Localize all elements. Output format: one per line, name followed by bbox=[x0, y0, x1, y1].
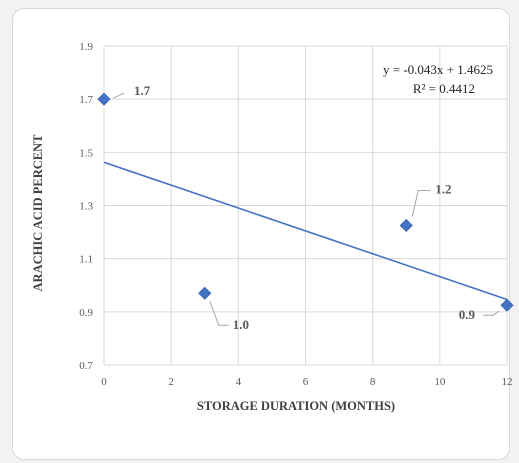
y-axis-ticks: 0.7 0.9 1.1 1.3 1.5 1.7 1.9 bbox=[79, 41, 93, 372]
data-point bbox=[97, 92, 111, 106]
y-tick-label: 1.9 bbox=[79, 41, 93, 53]
y-axis-title: ARACHIC ACID PERCENT bbox=[31, 134, 45, 292]
y-tick-label: 1.7 bbox=[79, 94, 93, 106]
x-tick-label: 4 bbox=[236, 376, 242, 388]
data-labels: 1.7 1.0 1.2 0.9 bbox=[112, 83, 500, 332]
leader-line bbox=[483, 310, 500, 316]
data-points bbox=[97, 92, 514, 312]
x-axis-title: STORAGE DURATION (MONTHS) bbox=[197, 399, 395, 413]
x-tick-label: 2 bbox=[168, 376, 174, 388]
x-tick-label: 12 bbox=[502, 376, 513, 388]
data-point bbox=[500, 298, 514, 312]
trendline-equation: y = -0.043x + 1.4625 bbox=[383, 62, 493, 77]
trendline bbox=[103, 161, 508, 301]
trendline-r-squared: R² = 0.4412 bbox=[413, 81, 475, 96]
x-tick-label: 8 bbox=[370, 376, 376, 388]
leader-line bbox=[411, 189, 431, 217]
data-label: 1.2 bbox=[435, 181, 451, 196]
x-axis-ticks: 0 2 4 6 8 10 12 bbox=[101, 376, 512, 388]
y-tick-label: 0.7 bbox=[79, 360, 93, 372]
x-tick-label: 0 bbox=[101, 376, 107, 388]
y-tick-label: 1.1 bbox=[79, 254, 93, 266]
data-point bbox=[399, 218, 413, 233]
data-point bbox=[198, 286, 212, 300]
y-tick-label: 1.5 bbox=[79, 147, 93, 159]
data-label: 1.0 bbox=[233, 317, 249, 332]
leader-line bbox=[112, 92, 125, 99]
y-tick-label: 0.9 bbox=[79, 307, 93, 319]
x-tick-label: 6 bbox=[303, 376, 309, 388]
trendline-group bbox=[103, 161, 508, 301]
x-tick-label: 10 bbox=[434, 376, 446, 388]
data-label: 0.9 bbox=[459, 307, 476, 322]
leader-line bbox=[209, 301, 229, 326]
chart-card bbox=[12, 8, 510, 460]
y-tick-label: 1.3 bbox=[79, 201, 93, 213]
grid-lines bbox=[103, 45, 508, 366]
data-label: 1.7 bbox=[134, 83, 151, 98]
